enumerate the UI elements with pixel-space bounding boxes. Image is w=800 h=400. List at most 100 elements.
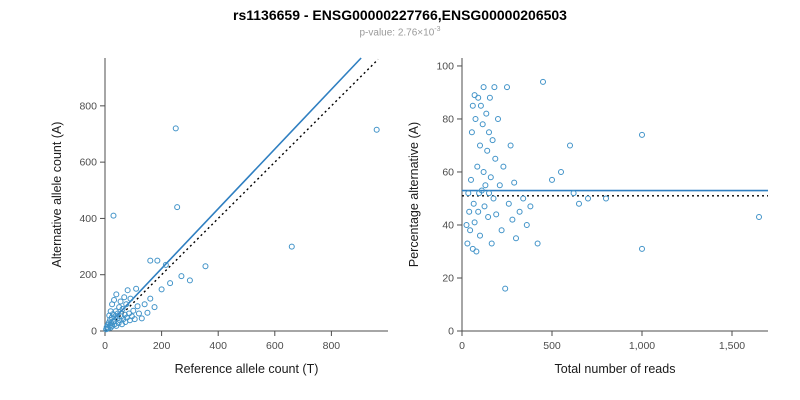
- data-point: [507, 142, 514, 149]
- data-point: [492, 155, 499, 162]
- data-point: [511, 179, 518, 186]
- data-point: [498, 227, 505, 234]
- data-point: [509, 216, 516, 223]
- data-point: [167, 280, 174, 287]
- data-point: [202, 263, 209, 270]
- data-point: [111, 321, 118, 328]
- x-tick-label: 0: [102, 340, 108, 352]
- y-tick-label: 20: [442, 272, 454, 284]
- data-point: [500, 163, 507, 170]
- data-point: [178, 273, 185, 280]
- data-point: [516, 208, 523, 215]
- data-point: [585, 195, 591, 202]
- charts-row: 0 200 400 600 800 0 200 400 600 800 Reference alle…: [0, 40, 800, 396]
- data-point: [576, 200, 582, 207]
- data-point: [468, 129, 475, 136]
- data-point: [119, 306, 126, 313]
- data-point: [174, 204, 181, 211]
- x-tick-label: 500: [543, 340, 561, 352]
- data-point: [493, 211, 500, 218]
- data-point: [172, 125, 179, 132]
- y-tick-label: 200: [79, 269, 97, 281]
- y-tick-label: 40: [442, 219, 454, 231]
- data-point: [113, 291, 120, 298]
- data-point: [114, 310, 121, 317]
- data-point: [603, 195, 609, 202]
- data-point: [115, 320, 122, 327]
- data-point: [135, 310, 142, 317]
- data-point: [111, 297, 118, 304]
- y-tick-label: 0: [448, 326, 454, 338]
- data-point: [479, 121, 486, 128]
- pvalue-exponent: -3: [434, 26, 441, 33]
- data-point: [466, 208, 473, 215]
- page-title: rs1136659 - ENSG00000227766,ENSG00000206…: [233, 7, 567, 23]
- data-point: [468, 176, 474, 183]
- data-point: [463, 221, 470, 228]
- data-point: [527, 203, 534, 210]
- data-point: [141, 301, 148, 308]
- x-tick-label: 200: [153, 340, 171, 352]
- data-point: [469, 102, 476, 109]
- data-point: [465, 190, 472, 197]
- data-point: [520, 195, 527, 202]
- data-point: [147, 257, 154, 264]
- y-tick-label: 800: [79, 100, 97, 112]
- data-point: [486, 129, 492, 136]
- y-tick-label: 60: [442, 166, 454, 178]
- data-point: [288, 243, 295, 250]
- data-point: [639, 131, 645, 138]
- data-point: [540, 78, 546, 85]
- data-point: [480, 168, 487, 175]
- data-point: [639, 245, 645, 252]
- data-point: [123, 301, 130, 308]
- x-tick-label: 400: [209, 340, 227, 352]
- data-point: [486, 94, 493, 101]
- data-point: [472, 115, 479, 122]
- data-point: [127, 295, 134, 302]
- data-point: [110, 212, 117, 219]
- reference-dotted-line: [104, 58, 379, 332]
- data-point: [495, 115, 501, 122]
- data-point: [133, 285, 140, 292]
- figure-header: rs1136659 - ENSG00000227766,ENSG00000206…: [0, 0, 800, 40]
- y-tick-label: 600: [79, 157, 97, 169]
- data-point: [151, 304, 158, 311]
- y-tick-label: 80: [442, 113, 454, 125]
- data-point: [186, 277, 193, 284]
- data-point: [473, 248, 480, 255]
- data-point: [488, 240, 495, 247]
- x-tick-label: 1,500: [719, 340, 745, 352]
- data-point: [475, 94, 482, 101]
- data-point: [486, 190, 492, 197]
- data-point: [480, 84, 487, 91]
- data-point: [485, 214, 492, 221]
- data-point: [490, 195, 497, 202]
- right-scatter-plot: 0 500 1,000 1,500 0 20 40 60 80 100 Total number o…: [407, 58, 768, 376]
- x-axis-title: Total number of reads: [555, 362, 676, 376]
- y-axis-title: Percentage alternative (A): [407, 122, 421, 267]
- data-point: [756, 214, 762, 221]
- data-point: [130, 307, 137, 314]
- data-point: [534, 240, 541, 247]
- data-point: [121, 294, 128, 301]
- regression-line: [104, 57, 362, 329]
- data-point: [117, 298, 124, 305]
- data-point: [487, 174, 494, 181]
- data-point: [489, 137, 496, 144]
- data-point: [464, 240, 471, 247]
- x-tick-label: 600: [266, 340, 284, 352]
- data-point: [474, 163, 481, 170]
- data-point: [154, 257, 161, 264]
- pvalue-subtitle: p-value: 2.76×10-3: [0, 26, 800, 38]
- y-tick-label: 0: [91, 326, 97, 338]
- data-point: [477, 102, 484, 109]
- data-point: [496, 182, 503, 189]
- data-point: [131, 316, 138, 323]
- x-tick-label: 0: [459, 340, 465, 352]
- x-axis-title: Reference allele count (T): [175, 362, 319, 376]
- data-point: [502, 285, 509, 292]
- y-tick-label: 400: [79, 213, 97, 225]
- data-point: [491, 84, 498, 91]
